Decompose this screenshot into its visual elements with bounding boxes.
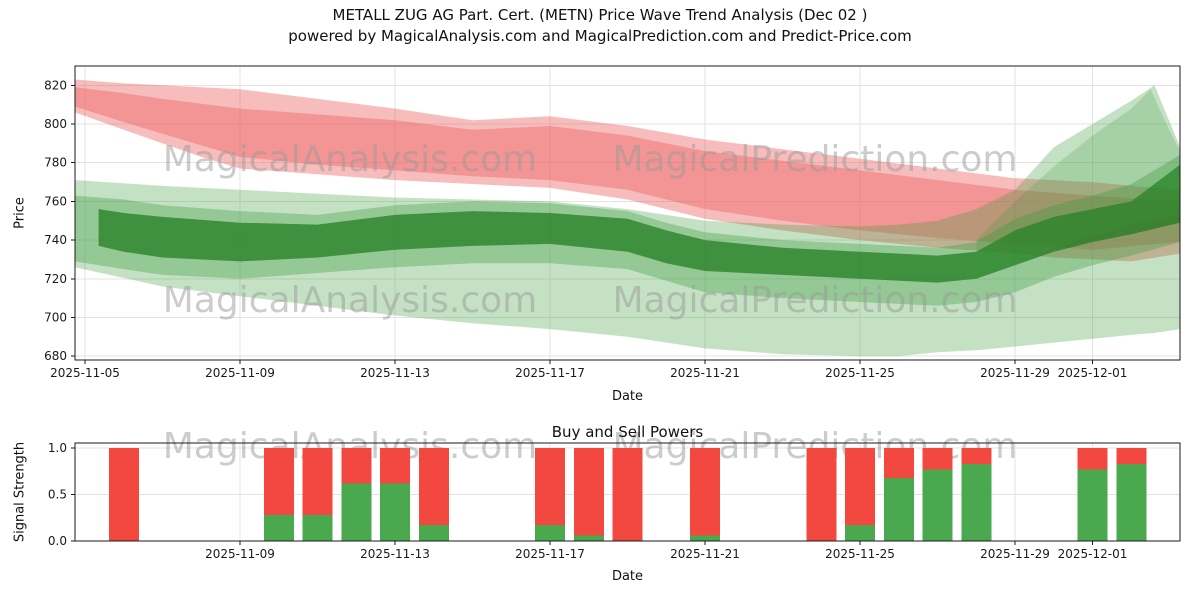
x-tick-label: 2025-11-13 [360, 366, 430, 380]
x-tick-label: 2025-12-01 [1058, 547, 1128, 561]
buy-bar [1116, 463, 1147, 541]
watermark-text: MagicalPrediction.com [613, 280, 1018, 321]
price-band-red-forecast-outer [75, 79, 1180, 262]
x-tick-label: 2025-11-05 [50, 366, 120, 380]
x-tick-label: 2025-11-09 [205, 547, 275, 561]
price-plot-border [74, 65, 1181, 361]
y-tick-label: 800 [44, 117, 67, 131]
x-tick-label: 2025-11-25 [825, 547, 895, 561]
x-tick-label: 2025-11-17 [515, 547, 585, 561]
x-tick-label: 2025-11-21 [670, 366, 740, 380]
sell-bar [806, 448, 837, 541]
y-tick-label: 700 [44, 310, 67, 324]
x-tick-label: 2025-11-25 [825, 366, 895, 380]
watermark-text: MagicalAnalysis.com [163, 139, 537, 180]
y-tick-label: 740 [44, 233, 67, 247]
signal-xlabel: Date [611, 569, 644, 584]
x-tick-label: 2025-11-17 [515, 366, 585, 380]
x-tick-label: 2025-11-29 [980, 366, 1050, 380]
watermark-text: MagicalPrediction.com [613, 139, 1018, 180]
y-tick-label: 820 [44, 78, 67, 92]
y-tick-label: 780 [44, 156, 67, 170]
buy-bar [535, 525, 565, 541]
buy-bar [302, 514, 333, 541]
buy-bar [418, 525, 449, 541]
buy-bar [341, 483, 372, 541]
y-tick-label: 680 [44, 349, 67, 363]
y-tick-label: 0.5 [48, 488, 67, 502]
price-ylabel: Price [12, 197, 28, 229]
buy-bar [961, 463, 992, 541]
buy-bar [922, 469, 953, 541]
buy-bar [573, 535, 604, 541]
x-tick-label: 2025-11-29 [980, 547, 1050, 561]
x-tick-label: 2025-11-09 [205, 366, 275, 380]
signal-ylabel: Signal Strength [12, 441, 28, 543]
watermark-text: MagicalAnalysis.com [163, 280, 537, 321]
x-tick-label: 2025-11-21 [670, 547, 740, 561]
buy-bar [263, 514, 294, 541]
signal-plot-border [74, 442, 1181, 542]
buy-bar [690, 535, 720, 541]
buy-bar [380, 483, 410, 541]
buy-bar [883, 477, 914, 541]
chart-title: METALL ZUG AG Part. Cert. (METN) Price W… [332, 6, 868, 24]
price-band-red-forecast-core [75, 87, 1180, 250]
price-xlabel: Date [611, 389, 644, 404]
y-tick-label: 720 [44, 272, 67, 286]
price-band-green-wave-core [98, 164, 1180, 283]
y-tick-label: 760 [44, 194, 67, 208]
buy-bar [1077, 469, 1108, 541]
y-tick-label: 0.0 [48, 534, 67, 548]
sell-bar [612, 448, 643, 541]
y-tick-label: 1.0 [48, 441, 67, 455]
sell-bar [108, 448, 139, 541]
x-tick-label: 2025-12-01 [1058, 366, 1128, 380]
sell-bar [690, 448, 720, 541]
price-bands [75, 79, 1180, 357]
chart-subtitle: powered by MagicalAnalysis.com and Magic… [288, 27, 912, 45]
buy-bar [845, 525, 875, 541]
sell-bar [573, 448, 604, 541]
signal-chart-title: Buy and Sell Powers [551, 423, 704, 441]
price-band-green-fan-right [976, 89, 1180, 279]
x-tick-label: 2025-11-13 [360, 547, 430, 561]
